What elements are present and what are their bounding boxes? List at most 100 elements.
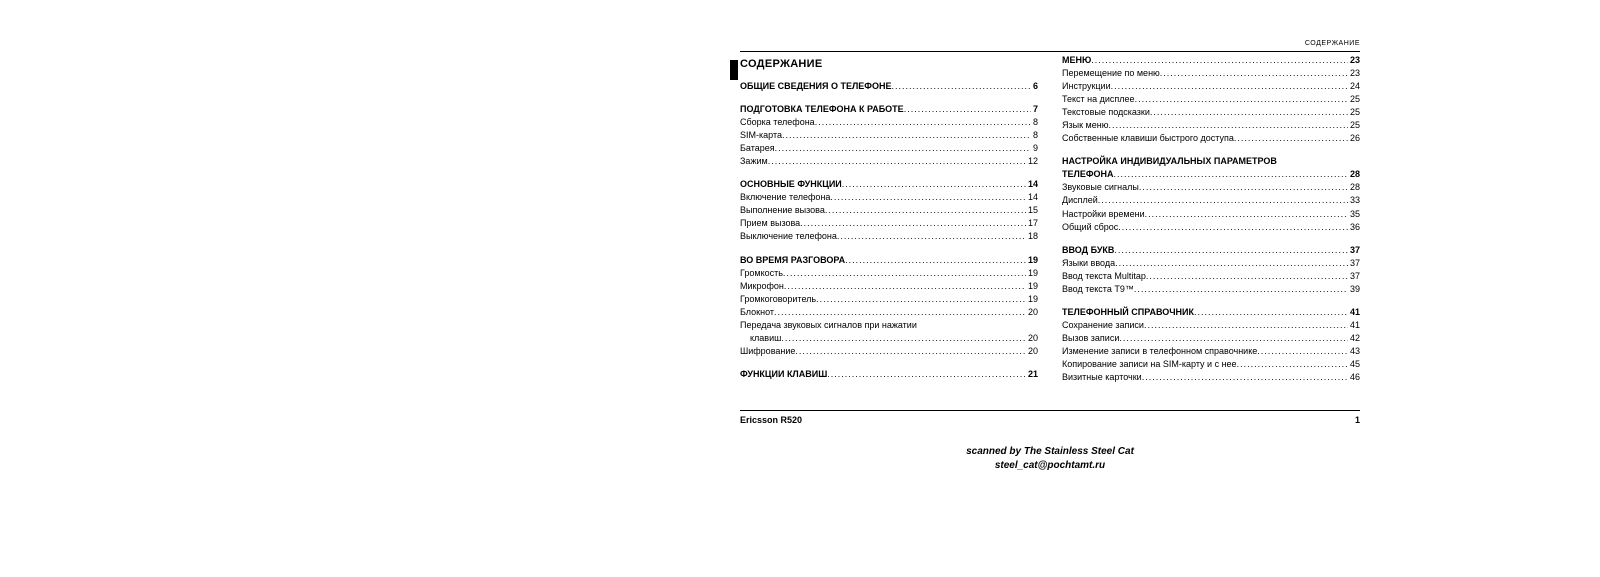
toc-label: Визитные карточки (1062, 371, 1142, 384)
toc-page-number: 20 (1026, 345, 1038, 358)
toc-row: Выключение телефона ....................… (740, 230, 1038, 243)
toc-page-number: 15 (1026, 204, 1038, 217)
toc-leader-dots: ........................................… (800, 217, 1026, 230)
toc-row: Выполнение вызова ......................… (740, 204, 1038, 217)
toc-label: ОБЩИЕ СВЕДЕНИЯ О ТЕЛЕФОНЕ (740, 80, 891, 93)
toc-label: ВВОД БУКВ (1062, 244, 1114, 257)
toc-page-number: 28 (1348, 181, 1360, 194)
toc-row: ОСНОВНЫЕ ФУНКЦИИ .......................… (740, 178, 1038, 191)
toc-page-number: 33 (1348, 194, 1360, 207)
toc-leader-dots: ........................................… (1108, 119, 1348, 132)
toc-label: Громкоговоритель (740, 293, 816, 306)
toc-row: Настройки времени ......................… (1062, 208, 1360, 221)
scan-credit: scanned by The Stainless Steel Cat steel… (740, 445, 1360, 473)
toc-label: ПОДГОТОВКА ТЕЛЕФОНА К РАБОТЕ (740, 103, 904, 116)
toc-row: Текстовые подсказки ....................… (1062, 106, 1360, 119)
toc-row: МЕНЮ ...................................… (1062, 54, 1360, 67)
toc-label: ТЕЛЕФОННЫЙ СПРАВОЧНИК (1062, 306, 1194, 319)
toc-leader-dots: ........................................… (1111, 80, 1348, 93)
toc-page-number: 19 (1026, 293, 1038, 306)
toc-row: Громкоговоритель .......................… (740, 293, 1038, 306)
toc-page-number: 37 (1348, 244, 1360, 257)
toc-leader-dots: ........................................… (1146, 270, 1348, 283)
toc-label: Блокнот (740, 306, 774, 319)
toc-row: НАСТРОЙКА ИНДИВИДУАЛЬНЫХ ПАРАМЕТРОВ (1062, 155, 1360, 168)
toc-row: Вызов записи ...........................… (1062, 332, 1360, 345)
toc-page-number: 25 (1348, 119, 1360, 132)
toc-label: Прием вызова (740, 217, 800, 230)
toc-leader-dots: ........................................… (781, 332, 1026, 345)
toc-page-number: 14 (1026, 178, 1038, 191)
toc-leader-dots: ........................................… (1119, 332, 1348, 345)
toc-row: Звуковые сигналы .......................… (1062, 181, 1360, 194)
toc-label: Настройки времени (1062, 208, 1145, 221)
toc-right-column: МЕНЮ ...................................… (1062, 54, 1360, 394)
toc-page-number: 46 (1348, 371, 1360, 384)
toc-row: клавиш .................................… (740, 332, 1038, 345)
toc-label: Инструкции (1062, 80, 1111, 93)
toc-page-number: 20 (1026, 306, 1038, 319)
toc-label: Копирование записи на SIM-карту и с нее (1062, 358, 1237, 371)
toc-label: ОСНОВНЫЕ ФУНКЦИИ (740, 178, 842, 191)
toc-label: Дисплей (1062, 194, 1098, 207)
toc-leader-dots: ........................................… (1150, 106, 1348, 119)
scan-credit-line1: scanned by The Stainless Steel Cat (740, 445, 1360, 459)
toc-page-number: 23 (1348, 67, 1360, 80)
toc-page-number: 41 (1348, 319, 1360, 332)
toc-row: SIM-карта ..............................… (740, 129, 1038, 142)
toc-row: Сборка телефона ........................… (740, 116, 1038, 129)
toc-row: Изменение записи в телефонном справочник… (1062, 345, 1360, 358)
toc-label: Выключение телефона (740, 230, 837, 243)
toc-leader-dots: ........................................… (1139, 181, 1348, 194)
toc-page-number: 7 (1031, 103, 1038, 116)
toc-label: Микрофон (740, 280, 784, 293)
toc-page-number: 19 (1026, 254, 1038, 267)
toc-row: Копирование записи на SIM-карту и с нее … (1062, 358, 1360, 371)
toc-row: Перемещение по меню ....................… (1062, 67, 1360, 80)
toc-section: ФУНКЦИИ КЛАВИШ .........................… (740, 368, 1038, 381)
toc-leader-dots: ........................................… (1114, 244, 1348, 257)
toc-row: Визитные карточки ......................… (1062, 371, 1360, 384)
toc-page-number: 17 (1026, 217, 1038, 230)
toc-label: Звуковые сигналы (1062, 181, 1139, 194)
toc-label: клавиш (740, 332, 781, 345)
toc-leader-dots: ........................................… (825, 204, 1026, 217)
toc-row: Передача звуковых сигналов при нажатии (740, 319, 1038, 332)
toc-page-number: 43 (1348, 345, 1360, 358)
toc-row: Включение телефона .....................… (740, 191, 1038, 204)
content-sheet: СОДЕРЖАНИЕ СОДЕРЖАНИЕ ОБЩИЕ СВЕДЕНИЯ О Т… (740, 40, 1360, 425)
toc-label: Изменение записи в телефонном справочник… (1062, 345, 1257, 358)
toc-page-number: 39 (1348, 283, 1360, 296)
toc-label: Выполнение вызова (740, 204, 825, 217)
toc-row: ПОДГОТОВКА ТЕЛЕФОНА К РАБОТЕ ...........… (740, 103, 1038, 116)
toc-label: Сборка телефона (740, 116, 815, 129)
toc-label: ФУНКЦИИ КЛАВИШ (740, 368, 827, 381)
toc-label: ТЕЛЕФОНА (1062, 168, 1114, 181)
toc-leader-dots: ........................................… (768, 155, 1026, 168)
toc-label: Батарея (740, 142, 775, 155)
toc-leader-dots: ........................................… (1135, 93, 1348, 106)
toc-page-number: 25 (1348, 106, 1360, 119)
running-header: СОДЕРЖАНИЕ (740, 40, 1360, 47)
toc-row: Батарея ................................… (740, 142, 1038, 155)
footer-model: Ericsson R520 (740, 415, 802, 425)
toc-label: Перемещение по меню (1062, 67, 1160, 80)
toc-label: Общий сброс (1062, 221, 1118, 234)
toc-page-number: 12 (1026, 155, 1038, 168)
toc-page-number: 20 (1026, 332, 1038, 345)
toc-label: Громкость (740, 267, 783, 280)
toc-label: Текстовые подсказки (1062, 106, 1150, 119)
toc-leader-dots: ........................................… (842, 178, 1026, 191)
toc-leader-dots: ........................................… (1257, 345, 1348, 358)
page-tab-marker (730, 60, 738, 80)
toc-page-number: 19 (1026, 267, 1038, 280)
toc-page-number: 36 (1348, 221, 1360, 234)
toc-page-number: 45 (1348, 358, 1360, 371)
toc-row: Ввод текста Multitap ...................… (1062, 270, 1360, 283)
toc-section: НАСТРОЙКА ИНДИВИДУАЛЬНЫХ ПАРАМЕТРОВТЕЛЕФ… (1062, 155, 1360, 233)
toc-page-number: 21 (1026, 368, 1038, 381)
toc-row: ТЕЛЕФОНА ...............................… (1062, 168, 1360, 181)
toc-left-column: СОДЕРЖАНИЕ ОБЩИЕ СВЕДЕНИЯ О ТЕЛЕФОНЕ ...… (740, 54, 1038, 394)
toc-row: ВВОД БУКВ ..............................… (1062, 244, 1360, 257)
toc-leader-dots: ........................................… (1194, 306, 1348, 319)
